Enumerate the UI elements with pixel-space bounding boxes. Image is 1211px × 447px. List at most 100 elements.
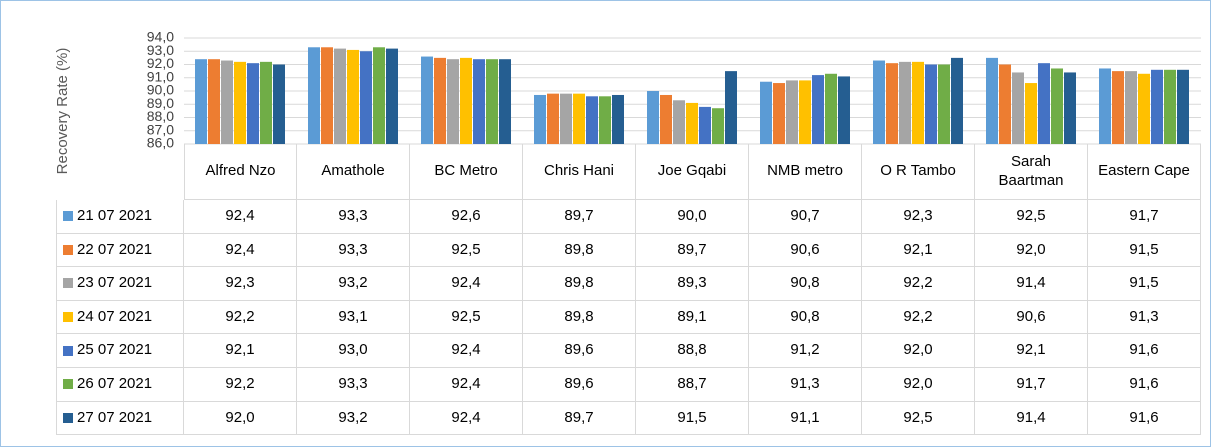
bar [347,49,359,144]
y-tick-label: 90,0 [147,82,174,98]
bar [912,61,924,144]
value-label: 90,6 [975,300,1088,335]
value-label: 88,8 [636,334,749,368]
bar [612,94,624,144]
category-label: Sarah Baartman [975,144,1088,200]
value-label: 92,0 [862,368,975,402]
value-label: 89,7 [523,401,636,436]
value-label: 88,7 [636,368,749,402]
value-label: 92,0 [862,334,975,368]
value-label: 91,3 [1088,300,1201,335]
bar [499,59,511,145]
bar [899,61,911,144]
category-label: Amathole [297,144,410,200]
bar [308,47,320,144]
bar [599,96,611,144]
bar [812,75,824,144]
value-label: 93,3 [297,233,410,268]
value-label: 92,4 [184,200,297,234]
legend-entry: 21 07 2021 [56,200,184,234]
bar [1125,71,1137,144]
value-label: 92,1 [862,233,975,268]
category-label: Alfred Nzo [184,144,297,200]
legend-label: 21 07 2021 [77,206,153,224]
legend-label: 24 07 2021 [77,307,153,325]
bar [547,93,559,144]
value-label: 92,4 [410,267,523,301]
value-label: 93,3 [297,200,410,234]
y-axis-title: Recovery Rate (%) [54,48,71,175]
value-label: 92,3 [184,267,297,301]
legend-label: 23 07 2021 [77,274,153,292]
value-label: 89,8 [523,300,636,335]
bar [321,47,333,144]
value-label: 91,5 [636,401,749,436]
value-label: 91,6 [1088,334,1201,368]
bar [447,59,459,145]
bar [386,48,398,144]
value-label: 92,5 [410,300,523,335]
value-label: 89,7 [523,200,636,234]
value-label: 92,4 [184,233,297,268]
bar [660,94,672,144]
value-label: 92,5 [975,200,1088,234]
bar [951,57,963,144]
value-label: 91,2 [749,334,862,368]
bar [360,51,372,144]
bar [195,59,207,145]
legend-key [63,244,73,255]
legend-key [63,379,73,390]
category-label: O R Tambo [862,144,975,200]
legend-entry: 26 07 2021 [56,368,184,402]
y-tick-label: 88,0 [147,108,174,124]
category-label: Joe Gqabi [636,144,749,200]
bar [1099,68,1111,144]
bar [873,60,885,144]
value-label: 89,6 [523,368,636,402]
legend-label: 26 07 2021 [77,374,153,392]
legend-key [63,345,73,356]
value-label: 92,4 [410,368,523,402]
bar [260,61,272,144]
value-label: 89,3 [636,267,749,301]
bar [925,64,937,144]
legend-key [63,312,73,323]
bar [938,64,950,144]
value-label: 92,1 [184,334,297,368]
y-tick-label: 86,0 [147,135,174,151]
value-label: 90,6 [749,233,862,268]
bar [486,59,498,145]
bar [473,59,485,145]
value-label: 91,6 [1088,368,1201,402]
value-label: 93,2 [297,267,410,301]
bar [647,91,659,144]
value-label: 92,1 [975,334,1088,368]
bar [534,94,546,144]
value-label: 89,6 [523,334,636,368]
bar [773,83,785,144]
bar [825,73,837,144]
bar [686,102,698,144]
bar [373,47,385,144]
legend-entry: 24 07 2021 [56,300,184,335]
value-label: 92,0 [975,233,1088,268]
value-label: 93,2 [297,401,410,436]
value-label: 93,0 [297,334,410,368]
bar [799,80,811,144]
y-tick-label: 93,0 [147,42,174,58]
bar [699,106,711,144]
value-label: 90,8 [749,300,862,335]
value-label: 92,6 [410,200,523,234]
legend-label: 22 07 2021 [77,240,153,258]
bar [334,48,346,144]
bar [1112,71,1124,144]
bar [247,63,259,144]
bar [986,57,998,144]
legend-entry: 25 07 2021 [56,334,184,368]
legend-key [63,412,73,423]
bar [1038,63,1050,144]
value-label: 91,5 [1088,233,1201,268]
bar [460,57,472,144]
